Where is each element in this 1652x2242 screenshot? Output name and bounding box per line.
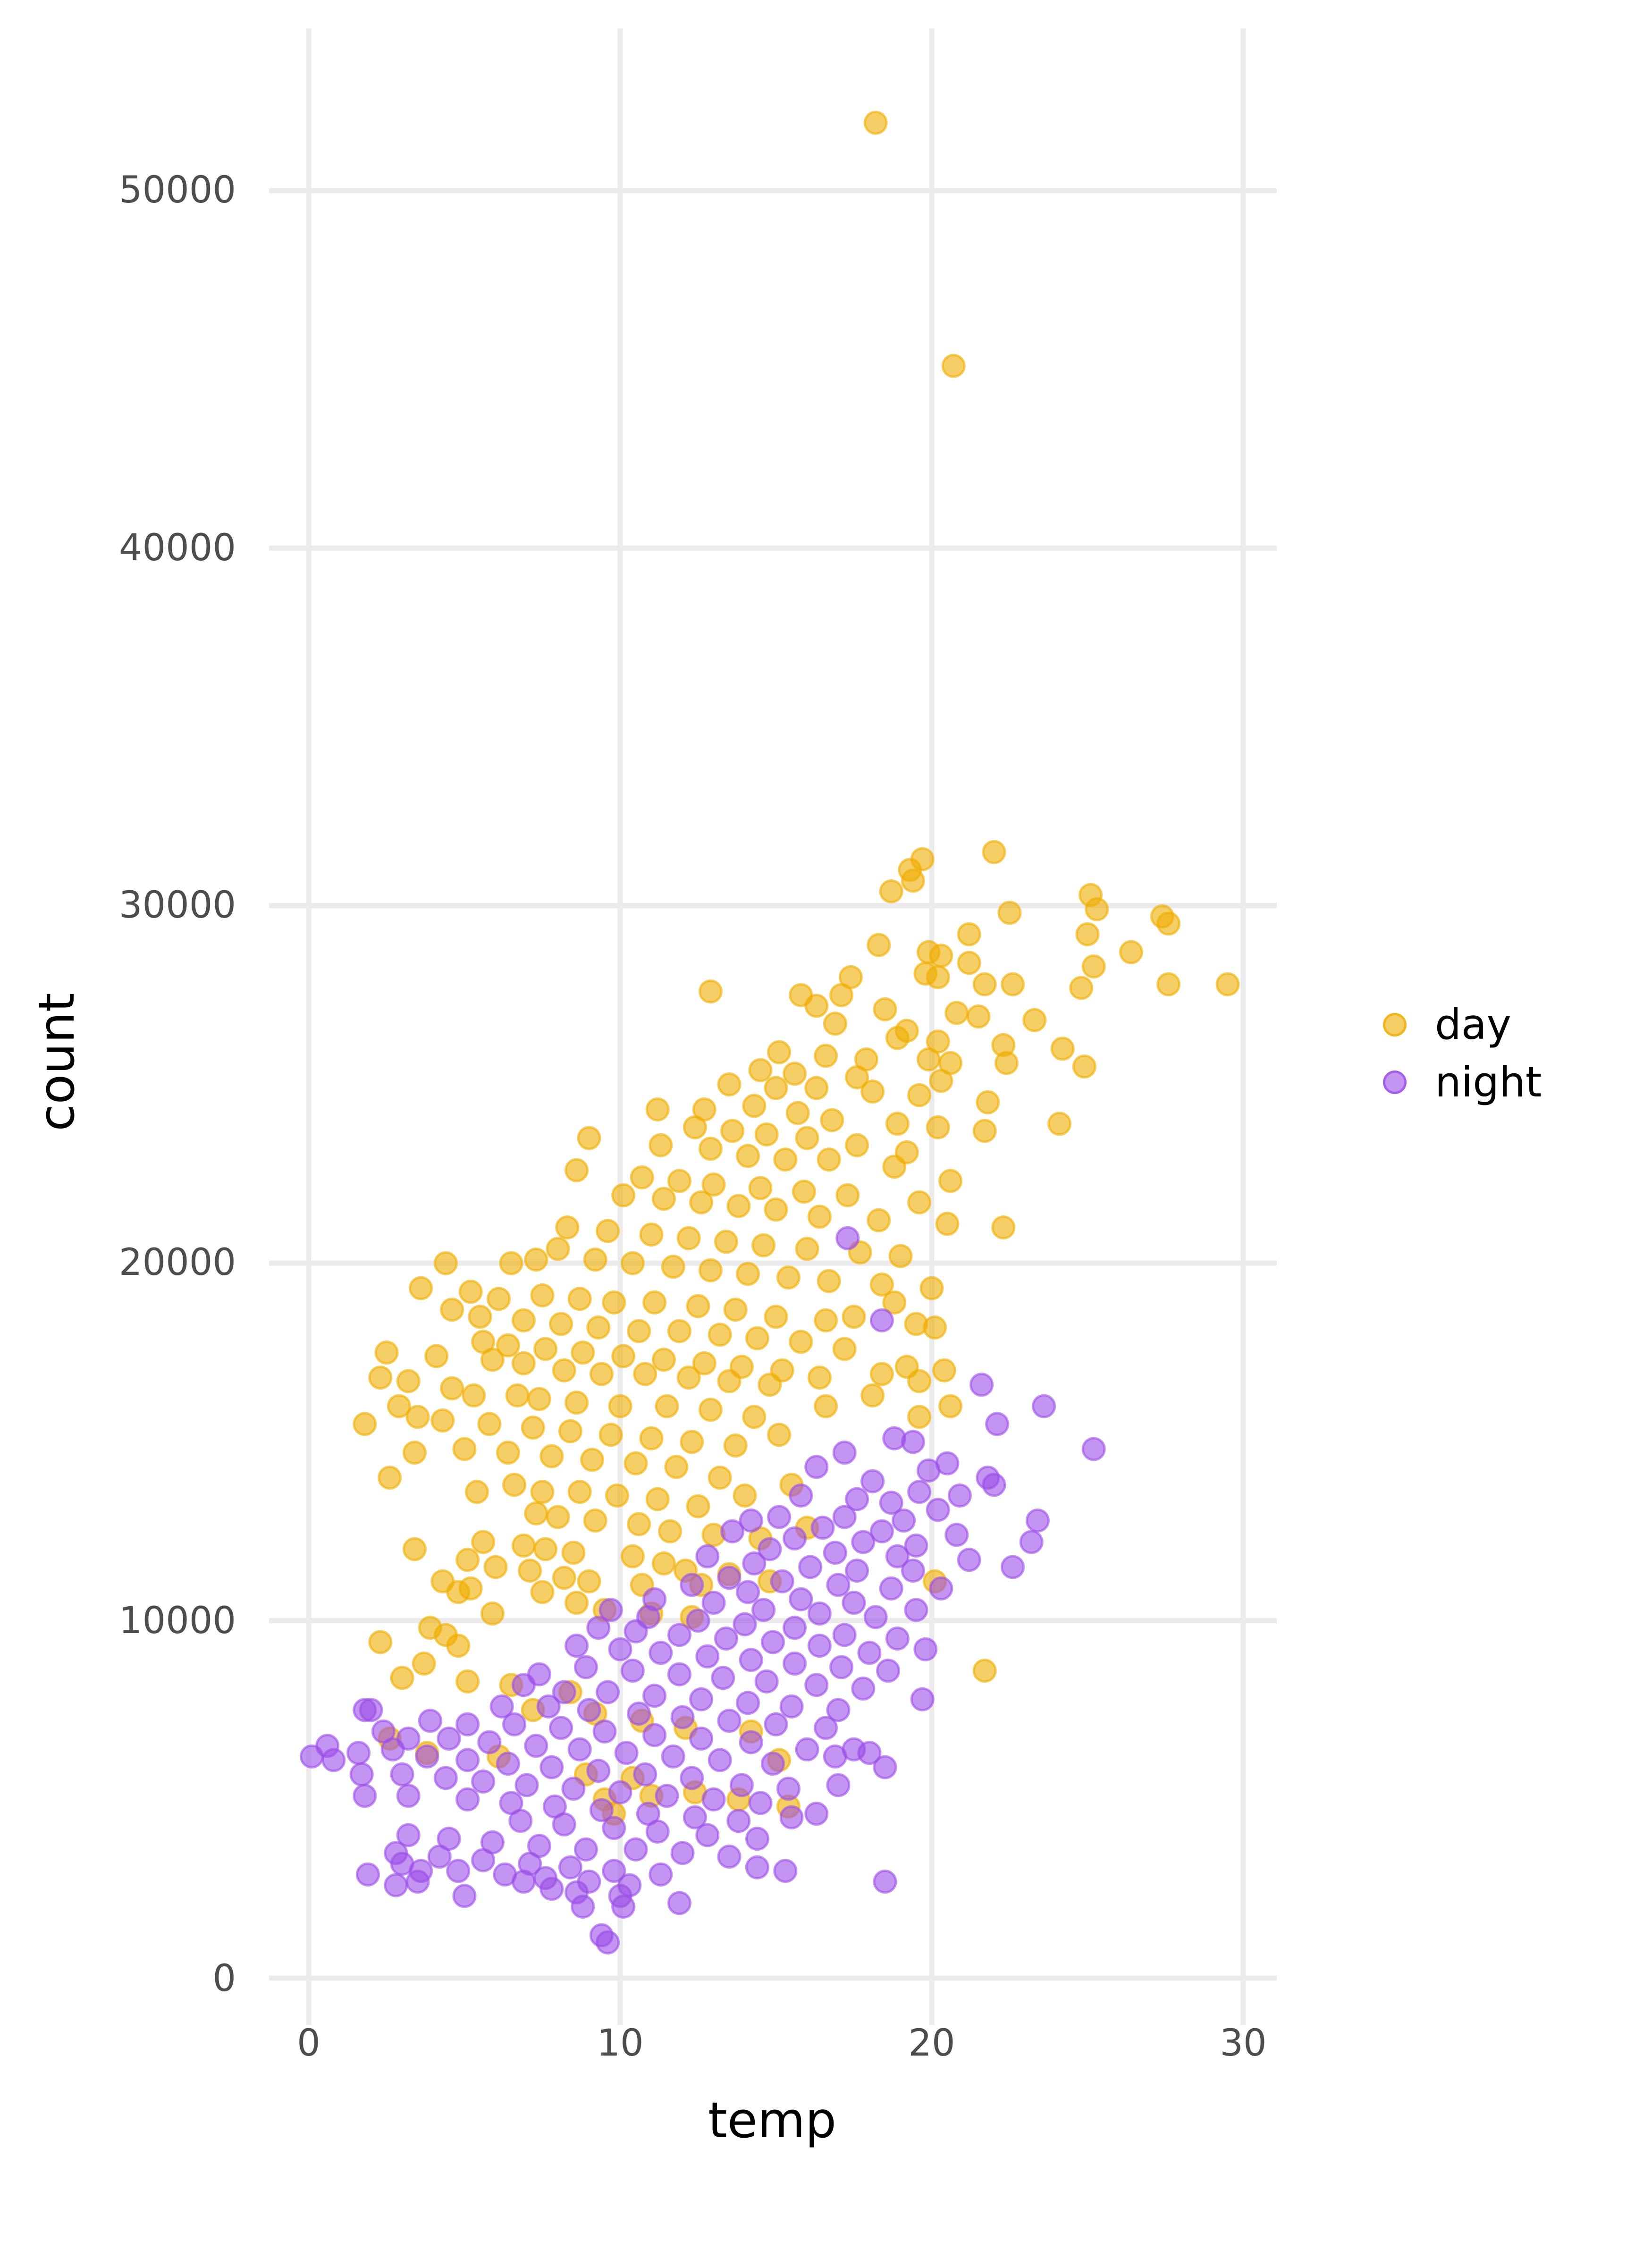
x-tick-label: 0: [297, 2022, 320, 2065]
legend-key-day-dot-icon: [1383, 1013, 1407, 1037]
legend-item-night: night: [1383, 1054, 1542, 1111]
x-axis-title: temp: [708, 2091, 837, 2149]
data-points: [300, 110, 1240, 1955]
x-tick-label: 10: [597, 2022, 644, 2065]
y-tick-label: 0: [212, 1957, 236, 2000]
y-tick-label: 30000: [118, 884, 236, 927]
legend-item-day: day: [1383, 996, 1542, 1054]
y-tick-label: 50000: [118, 169, 236, 211]
legend: day night: [1383, 996, 1542, 1111]
legend-label: night: [1435, 1058, 1542, 1106]
legend-key-night-dot-icon: [1383, 1070, 1407, 1094]
y-axis-title: count: [28, 993, 85, 1131]
x-tick-label: 20: [908, 2022, 955, 2065]
y-tick-label: 10000: [118, 1600, 236, 1642]
x-tick-label: 30: [1220, 2022, 1267, 2065]
y-tick-label: 20000: [118, 1241, 236, 1284]
legend-label: day: [1435, 1000, 1511, 1049]
y-tick-label: 40000: [118, 527, 236, 569]
